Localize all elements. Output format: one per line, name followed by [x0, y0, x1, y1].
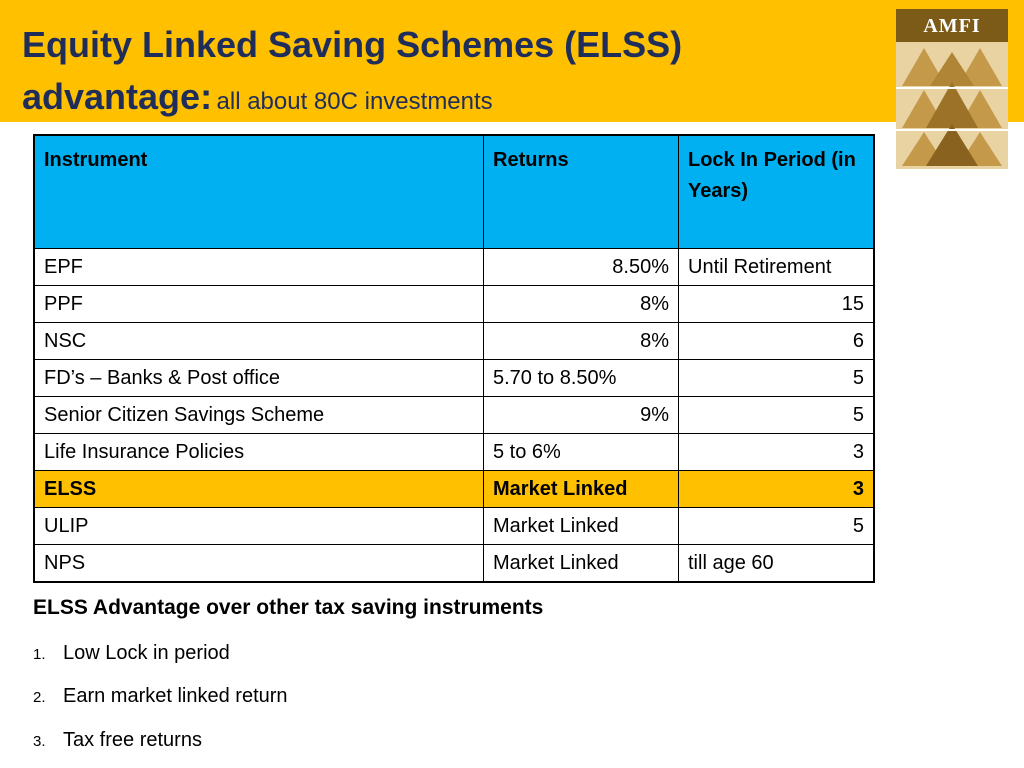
- instrument-cell: FD’s – Banks & Post office: [33, 359, 484, 397]
- instrument-cell: ULIP: [33, 507, 484, 545]
- header-returns: Returns: [483, 134, 679, 249]
- instrument-cell: NSC: [33, 322, 484, 360]
- instrument-cell: PPF: [33, 285, 484, 323]
- returns-cell: 8%: [483, 285, 679, 323]
- list-item: 2. Earn market linked return: [33, 685, 288, 708]
- advantages-heading: ELSS Advantage over other tax saving ins…: [33, 596, 544, 619]
- list-item-text: Low Lock in period: [63, 642, 230, 664]
- returns-cell: 5 to 6%: [483, 433, 679, 471]
- lock-in-cell: 6: [678, 322, 875, 360]
- header-band: [0, 0, 1024, 122]
- lock-in-cell: Until Retirement: [678, 248, 875, 286]
- list-item-number: 1.: [33, 646, 46, 663]
- returns-cell: 5.70 to 8.50%: [483, 359, 679, 397]
- lock-in-cell: till age 60: [678, 544, 875, 583]
- header-instrument: Instrument: [33, 134, 484, 249]
- returns-cell: 8%: [483, 322, 679, 360]
- lock-in-cell: 5: [678, 396, 875, 434]
- list-item: 3. Tax free returns: [33, 729, 202, 752]
- instrument-cell: NPS: [33, 544, 484, 583]
- page-subtitle: advantage: all about 80C investments: [22, 76, 493, 118]
- returns-cell: 9%: [483, 396, 679, 434]
- list-item-text: Earn market linked return: [63, 685, 288, 707]
- table-row: FD’s – Banks & Post office 5.70 to 8.50%…: [33, 359, 875, 397]
- page-title: Equity Linked Saving Schemes (ELSS): [22, 24, 683, 65]
- table-row: NSC 8% 6: [33, 322, 875, 360]
- instrument-comparison-table: Instrument Returns Lock In Period (in Ye…: [33, 134, 875, 583]
- instrument-cell: ELSS: [33, 470, 484, 508]
- returns-cell: Market Linked: [483, 544, 679, 583]
- lock-in-cell: 5: [678, 359, 875, 397]
- instrument-cell: Senior Citizen Savings Scheme: [33, 396, 484, 434]
- list-item-text: Tax free returns: [63, 729, 202, 751]
- instrument-cell: EPF: [33, 248, 484, 286]
- table-row: NPS Market Linked till age 60: [33, 544, 875, 583]
- instrument-cell: Life Insurance Policies: [33, 433, 484, 471]
- returns-cell: 8.50%: [483, 248, 679, 286]
- header-lock-in-period: Lock In Period (in Years): [678, 134, 875, 249]
- returns-cell: Market Linked: [483, 470, 679, 508]
- title-bold-part: advantage:: [22, 76, 213, 117]
- lock-in-cell: 5: [678, 507, 875, 545]
- table-row-highlighted: ELSS Market Linked 3: [33, 470, 875, 508]
- returns-cell: Market Linked: [483, 507, 679, 545]
- lock-in-cell: 15: [678, 285, 875, 323]
- lock-in-cell: 3: [678, 433, 875, 471]
- logo-text: AMFI: [923, 15, 981, 37]
- list-item-number: 2.: [33, 689, 46, 706]
- table-row: Life Insurance Policies 5 to 6% 3: [33, 433, 875, 471]
- table-row: Senior Citizen Savings Scheme 9% 5: [33, 396, 875, 434]
- logo-triangles-icon: [896, 42, 1008, 169]
- list-item-number: 3.: [33, 733, 46, 750]
- table-row: EPF 8.50% Until Retirement: [33, 248, 875, 286]
- table-header-row: Instrument Returns Lock In Period (in Ye…: [33, 134, 875, 249]
- logo-text-bar: AMFI: [896, 9, 1008, 42]
- table-row: ULIP Market Linked 5: [33, 507, 875, 545]
- table-row: PPF 8% 15: [33, 285, 875, 323]
- lock-in-cell: 3: [678, 470, 875, 508]
- title-sub-part: all about 80C investments: [216, 88, 493, 115]
- amfi-logo: AMFI: [896, 9, 1008, 169]
- list-item: 1. Low Lock in period: [33, 642, 230, 665]
